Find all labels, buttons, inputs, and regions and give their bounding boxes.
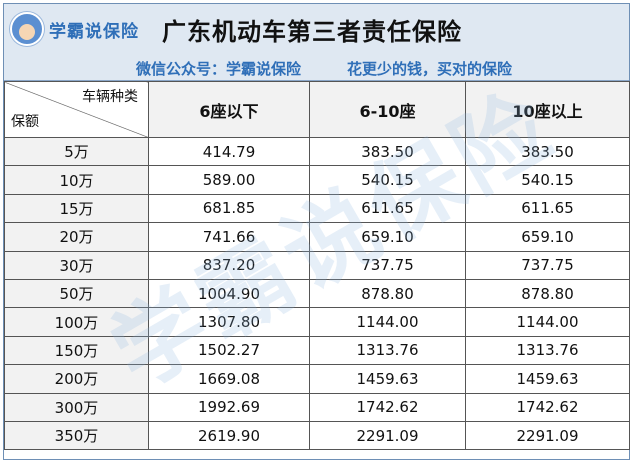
- coverage-amount-cell: 20万: [4, 222, 149, 252]
- premium-cell: 611.65: [465, 193, 630, 224]
- table-header-row: 车辆种类 保额 6座以下 6-10座 10座以上: [4, 81, 630, 138]
- table-row: 5万 414.79 383.50 383.50: [4, 136, 630, 167]
- premium-cell: 1004.90: [148, 278, 310, 309]
- premium-cell: 659.10: [465, 222, 630, 252]
- table-row: 20万 741.66 659.10 659.10: [4, 222, 630, 252]
- coverage-amount-cell: 100万: [4, 307, 149, 337]
- premium-cell: 414.79: [148, 136, 310, 167]
- premium-cell: 737.75: [309, 250, 466, 280]
- coverage-amount-cell: 5万: [4, 136, 149, 167]
- premium-cell: 383.50: [465, 136, 630, 167]
- premium-cell: 1144.00: [309, 307, 466, 337]
- column-header: 10座以上: [465, 81, 630, 138]
- avatar-icon: [10, 12, 44, 46]
- coverage-amount-cell: 15万: [4, 193, 149, 224]
- coverage-amount-cell: 10万: [4, 165, 149, 195]
- diagonal-header-cell: 车辆种类 保额: [4, 81, 149, 138]
- header-banner: 学霸说保险 广东机动车第三者责任保险: [4, 4, 629, 55]
- column-header: 6-10座: [309, 81, 466, 138]
- premium-cell: 681.85: [148, 193, 310, 224]
- premium-cell: 540.15: [309, 165, 466, 195]
- premium-cell: 1742.62: [309, 392, 466, 422]
- premium-cell: 1313.76: [309, 335, 466, 366]
- column-header: 6座以下: [148, 81, 310, 138]
- coverage-amount-cell: 30万: [4, 250, 149, 280]
- table-row: 30万 837.20 737.75 737.75: [4, 250, 630, 280]
- premium-cell: 2619.90: [148, 420, 310, 451]
- table-row: 200万 1669.08 1459.63 1459.63: [4, 364, 630, 394]
- table-row: 150万 1502.27 1313.76 1313.76: [4, 335, 630, 366]
- premium-cell: 1144.00: [465, 307, 630, 337]
- subtitle-row: 微信公众号：学霸说保险 花更少的钱，买对的保险: [4, 54, 629, 81]
- premium-cell: 540.15: [465, 165, 630, 195]
- premium-cell: 1669.08: [148, 364, 310, 394]
- premium-cell: 2291.09: [465, 420, 630, 451]
- table-row: 300万 1992.69 1742.62 1742.62: [4, 392, 630, 422]
- brand-logo: 学霸说保险: [10, 12, 139, 46]
- premium-cell: 1307.80: [148, 307, 310, 337]
- coverage-amount-cell: 350万: [4, 420, 149, 451]
- coverage-amount-cell: 150万: [4, 335, 149, 366]
- premium-cell: 611.65: [309, 193, 466, 224]
- coverage-amount-cell: 50万: [4, 278, 149, 309]
- premium-cell: 383.50: [309, 136, 466, 167]
- premium-cell: 837.20: [148, 250, 310, 280]
- premium-cell: 1459.63: [465, 364, 630, 394]
- wechat-account: 微信公众号：学霸说保险: [136, 60, 302, 78]
- premium-cell: 878.80: [465, 278, 630, 309]
- table-row: 50万 1004.90 878.80 878.80: [4, 278, 630, 309]
- table-row: 15万 681.85 611.65 611.65: [4, 193, 630, 224]
- premium-cell: 737.75: [465, 250, 630, 280]
- coverage-amount-cell: 300万: [4, 392, 149, 422]
- premium-table: 车辆种类 保额 6座以下 6-10座 10座以上 5万 414.79 383.50 3…: [4, 81, 630, 451]
- premium-cell: 1502.27: [148, 335, 310, 366]
- premium-cell: 659.10: [309, 222, 466, 252]
- premium-cell: 1459.63: [309, 364, 466, 394]
- premium-cell: 2291.09: [309, 420, 466, 451]
- coverage-amount-cell: 200万: [4, 364, 149, 394]
- premium-cell: 589.00: [148, 165, 310, 195]
- logo-text: 学霸说保险: [49, 21, 139, 42]
- premium-cell: 878.80: [309, 278, 466, 309]
- premium-cell: 1742.62: [465, 392, 630, 422]
- premium-cell: 1313.76: [465, 335, 630, 366]
- slogan: 花更少的钱，买对的保险: [347, 60, 513, 78]
- table-row: 10万 589.00 540.15 540.15: [4, 165, 630, 195]
- table-row: 350万 2619.90 2291.09 2291.09: [4, 420, 630, 451]
- premium-cell: 741.66: [148, 222, 310, 252]
- page-title: 广东机动车第三者责任保险: [162, 18, 462, 46]
- premium-cell: 1992.69: [148, 392, 310, 422]
- document-frame: 学霸说保险 广东机动车第三者责任保险 微信公众号：学霸说保险 花更少的钱，买对的…: [3, 3, 630, 460]
- header-vehicle-type: 车辆种类: [82, 89, 138, 105]
- table-row: 100万 1307.80 1144.00 1144.00: [4, 307, 630, 337]
- header-coverage-amount: 保额: [11, 114, 39, 130]
